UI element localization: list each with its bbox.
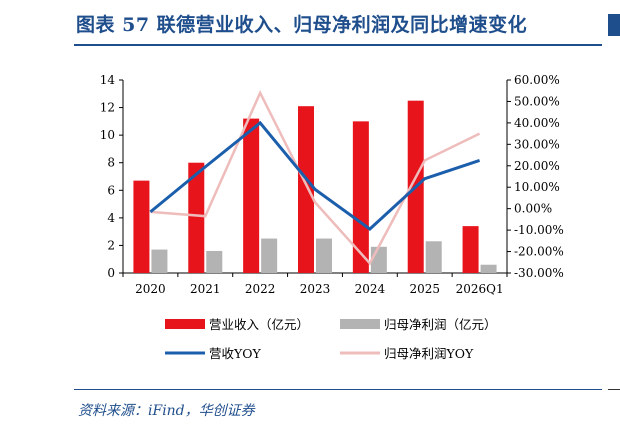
right-tick-label: -10.00% (514, 223, 564, 237)
net-profit-bar (151, 249, 168, 273)
right-tick-label: 40.00% (514, 116, 560, 130)
right-tick-label: 50.00% (514, 94, 560, 108)
revenue-bar (298, 106, 314, 273)
x-tick-label: 2021 (190, 282, 221, 296)
left-tick-label: 4 (107, 211, 115, 225)
chart-legend: 营业收入（亿元） 归母净利润（亿元） 营收YOY 归母净利润YOY (165, 317, 497, 361)
left-tick-label: 6 (107, 183, 115, 197)
source-divider (74, 389, 602, 390)
net-profit-bar (261, 238, 278, 273)
legend-net-profit-label: 归母净利润（亿元） (384, 317, 497, 332)
net-profit-bar (206, 250, 223, 273)
left-tick-label: 12 (100, 101, 115, 115)
title-divider (74, 44, 602, 46)
x-tick-label: 2025 (409, 282, 440, 296)
title-row: 图表 57 联德营业收入、归母净利润及同比增速变化 (0, 0, 620, 50)
net-profit-bar (370, 246, 387, 273)
revenue-bar (188, 162, 205, 273)
right-tick-label: 10.00% (514, 180, 560, 194)
right-tick-label: -20.00% (514, 245, 564, 259)
revenue-bar (352, 121, 369, 273)
legend-net-profit-yoy-label: 归母净利润YOY (384, 346, 474, 361)
chart-title: 图表 57 联德营业收入、归母净利润及同比增速变化 (76, 14, 528, 36)
right-tick-label: 20.00% (514, 159, 560, 173)
right-tick-label: -30.00% (514, 266, 564, 280)
x-tick-label: 2020 (135, 282, 166, 296)
chart-axes: 0 2 4 6 8 10 12 14 -30.00% -20.00% -10.00% 0.00% 10.… (100, 73, 564, 296)
x-tick-label: 2026Q1 (456, 282, 504, 296)
revenue-bar (462, 226, 479, 273)
legend-net-profit-swatch (340, 319, 380, 329)
net-profit-bar (480, 264, 497, 273)
right-tick-label: 0.00% (514, 202, 552, 216)
left-tick-label: 8 (107, 156, 115, 170)
revenue-yoy-line (149, 120, 481, 231)
legend-revenue-yoy-label: 营收YOY (209, 346, 261, 361)
x-tick-label: 2023 (300, 282, 331, 296)
net-profit-bar (425, 241, 442, 273)
legend-revenue-label: 营业收入（亿元） (209, 317, 309, 332)
left-tick-label: 0 (107, 266, 115, 280)
adjacent-panel-line (608, 389, 620, 390)
right-tick-label: 30.00% (514, 137, 560, 151)
left-tick-label: 14 (100, 73, 116, 87)
revenue-bar (243, 118, 260, 273)
x-tick-label: 2024 (355, 282, 386, 296)
net-profit-yoy-line (150, 89, 481, 266)
source-note: 资料来源：iFind，华创证券 (78, 403, 255, 419)
chart-lines (149, 89, 481, 266)
chart: 0 2 4 6 8 10 12 14 -30.00% -20.00% -10.00% 0.00% 10.… (100, 73, 564, 361)
left-tick-label: 2 (107, 238, 115, 252)
chart-bars (133, 100, 497, 273)
net-profit-bar (316, 238, 332, 273)
legend-revenue-swatch (165, 319, 205, 329)
right-tick-label: 60.00% (514, 73, 560, 87)
revenue-bar (133, 180, 150, 273)
left-tick-label: 10 (100, 128, 115, 142)
adjacent-panel-edge (608, 14, 620, 36)
x-tick-label: 2022 (245, 282, 276, 296)
